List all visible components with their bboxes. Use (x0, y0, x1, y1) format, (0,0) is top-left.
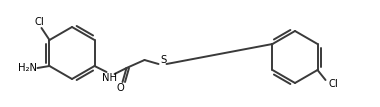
Text: NH: NH (102, 73, 117, 83)
Text: O: O (117, 83, 124, 93)
Text: S: S (160, 55, 167, 65)
Text: H₂N: H₂N (18, 63, 37, 73)
Text: Cl: Cl (329, 79, 339, 89)
Text: Cl: Cl (35, 17, 44, 27)
